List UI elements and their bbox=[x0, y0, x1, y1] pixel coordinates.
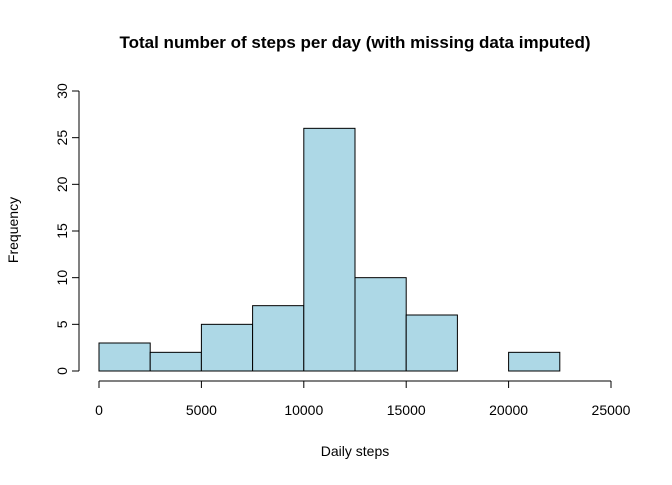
x-tick-label: 5000 bbox=[186, 402, 217, 418]
x-axis-label: Daily steps bbox=[321, 443, 389, 459]
histogram-bar-1 bbox=[149, 351, 202, 372]
x-axis: 0 5000 10000 15000 20000 25000 bbox=[95, 380, 631, 418]
histogram-bar-2 bbox=[200, 323, 254, 372]
y-tick-label: 25 bbox=[54, 130, 70, 146]
x-tick-label: 10000 bbox=[284, 402, 323, 418]
y-tick-label: 15 bbox=[54, 223, 70, 239]
bars-group bbox=[98, 127, 561, 372]
histogram-bar-4 bbox=[303, 127, 356, 372]
histogram-bar-3 bbox=[252, 305, 305, 372]
histogram-bar-0 bbox=[98, 342, 151, 372]
x-tick-label: 15000 bbox=[387, 402, 426, 418]
y-tick-label: 30 bbox=[54, 83, 70, 99]
histogram-bar-5 bbox=[354, 277, 407, 372]
y-axis: 0 5 10 15 20 25 30 bbox=[54, 83, 80, 375]
x-tick-label: 0 bbox=[95, 402, 103, 418]
y-tick-label: 10 bbox=[54, 270, 70, 286]
x-tick-label: 25000 bbox=[592, 402, 631, 418]
x-tick-label: 20000 bbox=[489, 402, 528, 418]
y-tick-label: 20 bbox=[54, 176, 70, 192]
y-tick-label: 5 bbox=[54, 320, 70, 328]
chart-title: Total number of steps per day (with miss… bbox=[119, 33, 590, 52]
y-axis-label: Frequency bbox=[5, 197, 21, 263]
histogram-bar-6 bbox=[405, 314, 458, 372]
histogram-bar-8 bbox=[508, 351, 561, 372]
y-tick-label: 0 bbox=[54, 367, 70, 375]
